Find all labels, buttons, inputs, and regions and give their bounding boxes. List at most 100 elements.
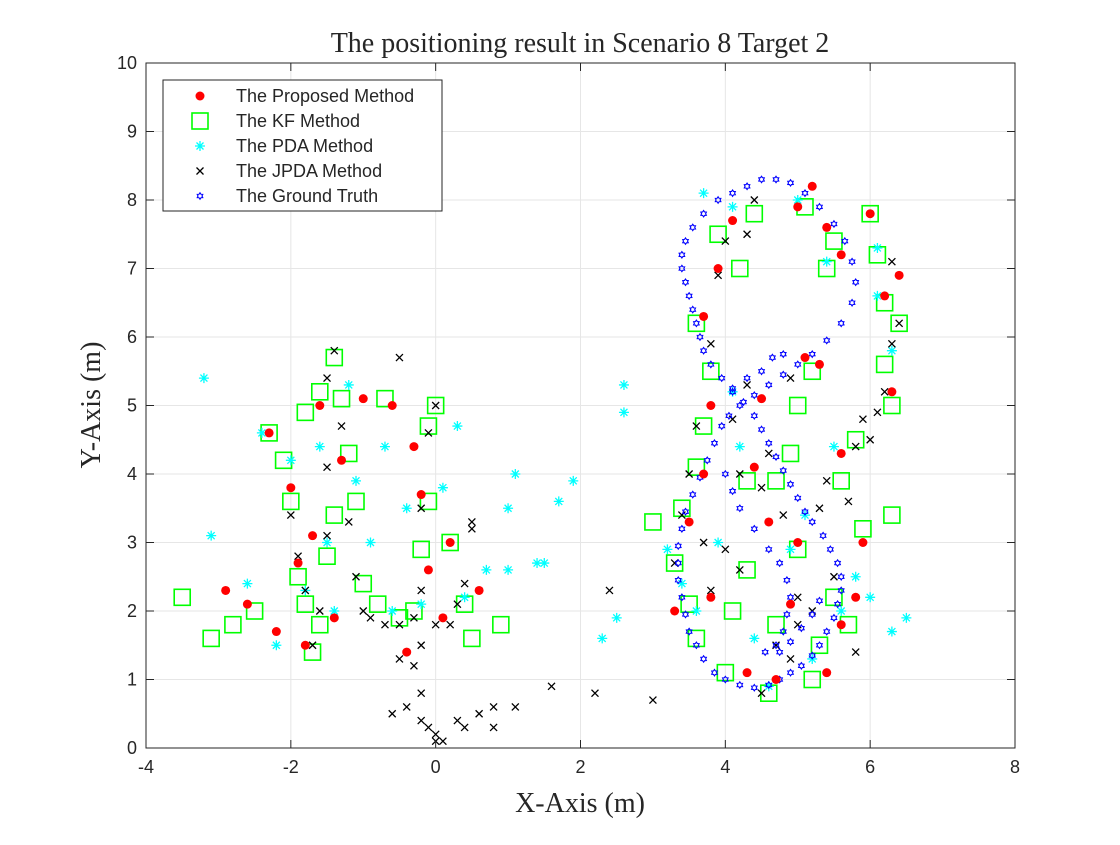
data-point (539, 558, 550, 569)
data-point (699, 538, 708, 547)
data-point (706, 592, 716, 602)
data-point (329, 613, 339, 623)
data-point (256, 427, 267, 438)
data-point (786, 374, 795, 383)
data-point (794, 360, 802, 369)
data-point (886, 345, 897, 356)
data-point (815, 504, 824, 513)
data-point (696, 332, 704, 342)
data-point (453, 600, 462, 609)
data-point (368, 595, 387, 613)
series-the-proposed-method (221, 181, 904, 684)
data-point (329, 606, 340, 616)
data-point (689, 223, 697, 232)
data-point (797, 623, 805, 633)
data-point (786, 637, 795, 647)
data-point (841, 236, 849, 246)
data-point (511, 702, 520, 711)
data-point (823, 336, 831, 345)
data-point (894, 270, 904, 280)
data-point (395, 620, 404, 629)
data-point (779, 370, 787, 379)
data-point (710, 668, 719, 677)
data-point (749, 462, 759, 472)
data-point (699, 469, 709, 479)
data-point (851, 442, 860, 451)
data-point (793, 620, 802, 629)
y-tick-label: 1 (127, 670, 137, 690)
data-point (337, 455, 347, 465)
data-point (709, 225, 727, 244)
data-point (830, 613, 838, 623)
x-tick-label: 2 (575, 757, 585, 777)
data-point (354, 574, 373, 593)
data-point (271, 627, 281, 637)
y-tick-label: 8 (127, 190, 137, 210)
data-point (707, 360, 715, 369)
data-point (757, 367, 766, 376)
series-the-jpda-method (286, 196, 904, 746)
data-point (873, 408, 882, 417)
data-point (467, 524, 476, 533)
data-point (761, 647, 769, 657)
data-point (837, 572, 845, 581)
data-point (803, 362, 822, 381)
data-point (467, 517, 476, 526)
data-point (788, 396, 807, 415)
data-point (792, 195, 803, 205)
data-point (286, 511, 295, 520)
data-point (865, 592, 876, 603)
data-point (670, 559, 679, 568)
data-point (852, 278, 860, 287)
legend-marker (191, 112, 209, 130)
data-point (803, 670, 822, 689)
legend-marker (195, 91, 205, 101)
data-point (446, 620, 455, 629)
data-point (779, 627, 787, 636)
data-point (489, 702, 498, 711)
data-point (387, 606, 398, 616)
data-point (725, 411, 733, 420)
data-point (424, 428, 433, 437)
data-point (417, 689, 426, 698)
data-point (339, 444, 358, 463)
x-axis-label: X-Axis (m) (515, 788, 645, 819)
data-point (848, 298, 856, 307)
data-point (714, 271, 723, 280)
data-point (358, 394, 368, 404)
data-point (883, 506, 901, 524)
series-the-ground-truth (674, 175, 860, 692)
x-tick-label: -2 (283, 757, 299, 777)
data-point (289, 567, 307, 586)
x-tick-label: -4 (138, 757, 154, 777)
data-point (611, 612, 622, 623)
data-point (786, 599, 796, 609)
legend-label: The JPDA Method (236, 161, 382, 181)
data-point (680, 595, 698, 613)
data-point (323, 531, 332, 540)
data-point (416, 490, 426, 500)
data-point (605, 586, 614, 595)
data-point (793, 593, 802, 602)
data-point (330, 346, 339, 355)
data-point (728, 216, 738, 226)
data-point (303, 643, 322, 661)
data-point (716, 663, 735, 682)
data-point (387, 401, 397, 410)
data-point (738, 472, 756, 490)
data-point (779, 349, 787, 359)
data-point (785, 544, 796, 555)
data-point (833, 599, 842, 609)
data-point (452, 421, 463, 432)
data-point (591, 689, 599, 698)
data-point (743, 373, 751, 383)
data-point (618, 379, 629, 390)
data-point (245, 602, 264, 620)
data-point (692, 319, 700, 328)
data-point (282, 492, 300, 511)
legend-entry: The PDA Method (195, 136, 373, 156)
data-point (503, 564, 514, 575)
data-point (728, 384, 737, 393)
data-point (807, 181, 817, 191)
data-point (431, 730, 440, 739)
